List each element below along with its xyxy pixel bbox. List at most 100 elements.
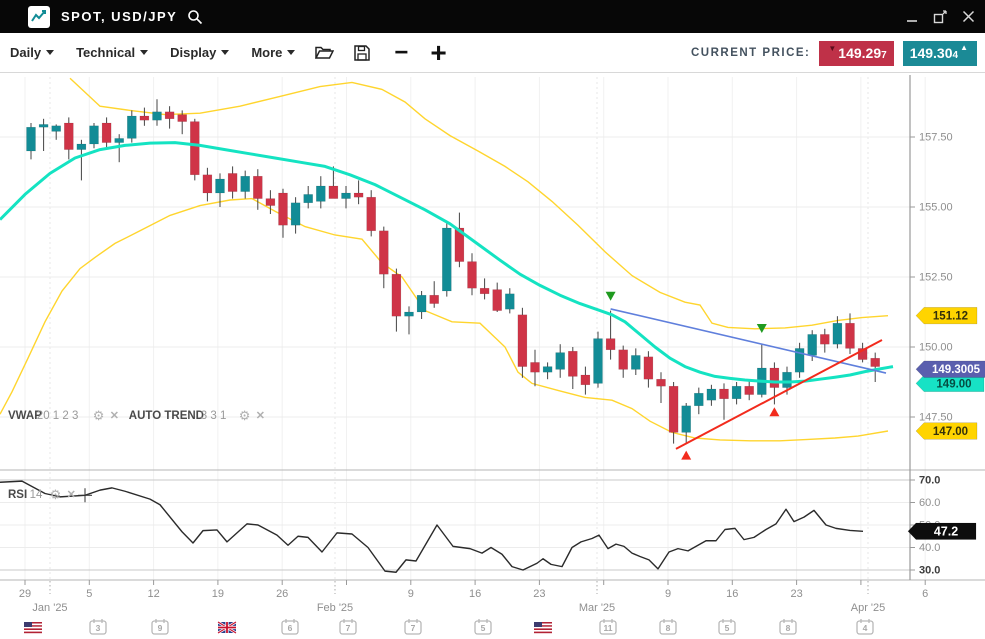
candle-bearish (769, 367, 780, 388)
band-value-badge (915, 422, 978, 440)
candle-bearish (517, 314, 528, 367)
candle-bearish (253, 175, 263, 199)
candle-bullish (807, 334, 817, 356)
minimize-button[interactable] (903, 8, 921, 26)
zoom-out-button[interactable]: − (394, 38, 409, 66)
candle-bearish (265, 198, 276, 206)
rsi-value-badge (907, 522, 977, 540)
calendar-event-icon[interactable] (281, 620, 299, 635)
candle-bearish (845, 322, 855, 349)
xaxis-day-label: 16 (726, 588, 738, 600)
us-flag-stripe (534, 622, 552, 624)
us-flag-stripe (24, 622, 42, 624)
candle-bearish (870, 357, 880, 367)
calendar-event-icon[interactable] (339, 620, 357, 635)
rsi-line (0, 480, 864, 573)
candle-bullish (215, 178, 225, 194)
swing-low-marker-icon (769, 407, 780, 417)
save-icon[interactable] (354, 44, 371, 61)
menu-more-label: More (251, 45, 283, 60)
xaxis-day-label: 6 (922, 588, 928, 600)
calendar-day-number: 6 (288, 623, 293, 633)
candle-bullish (442, 227, 452, 292)
candle-bearish (353, 192, 364, 198)
candle-bearish (580, 374, 591, 386)
calendar-event-icon[interactable] (404, 620, 422, 635)
price-axis-label: 157.50 (919, 132, 953, 144)
us-flag-stripe (534, 628, 552, 630)
rsi-axis-label: 60.0 (919, 497, 940, 509)
us-flag-icon[interactable] (24, 622, 32, 627)
us-flag-stripe (534, 630, 552, 632)
calendar-event-icon[interactable] (659, 620, 677, 635)
candle-bullish (794, 348, 805, 373)
xaxis-day-label: 23 (533, 588, 545, 600)
current-price-label: CURRENT PRICE: (690, 47, 811, 59)
swing-low-marker-icon (681, 450, 692, 460)
auto-trend-legend-params: 3 3 1 (201, 410, 227, 422)
candle-bullish (51, 125, 61, 132)
calendar-event-icon[interactable] (779, 620, 797, 635)
candle-bullish (706, 388, 717, 401)
xaxis-month-label: Feb '25 (317, 602, 353, 614)
us-flag-icon[interactable] (534, 622, 542, 627)
price-axis-label: 152.50 (919, 272, 953, 284)
candle-bullish (290, 202, 301, 226)
open-folder-icon[interactable] (315, 45, 335, 60)
bollinger-upper-band-line (69, 77, 889, 330)
price-axis-label: 147.50 (919, 412, 953, 424)
vwap-settings-gear-icon[interactable]: ⚙ (93, 408, 105, 423)
current-price-area: CURRENT PRICE: ▼ 149.29 7 149.30 4 ▲ (691, 33, 977, 73)
calendar-day-number: 9 (158, 623, 163, 633)
auto-trendline-support[interactable] (675, 339, 883, 450)
rsi-remove-icon[interactable]: ✕ (67, 489, 76, 501)
popout-button[interactable] (931, 8, 949, 26)
candle-bearish (492, 289, 502, 311)
rsi-legend-label: RSI (8, 489, 27, 501)
ask-price-badge: 149.30 4 ▲ (902, 40, 977, 66)
candle-bullish (555, 352, 565, 370)
calendar-event-icon[interactable] (474, 620, 492, 635)
candle-bullish (240, 175, 250, 192)
zoom-in-button[interactable]: + (430, 36, 447, 68)
candle-bullish (404, 311, 414, 317)
rsi-settings-gear-icon[interactable]: ⚙ (50, 487, 62, 502)
candle-bearish (820, 334, 830, 345)
candle-bearish (227, 173, 238, 192)
chart-background (0, 73, 985, 639)
vwap-remove-icon[interactable]: ✕ (110, 410, 119, 422)
candle-bearish (618, 349, 628, 370)
search-icon[interactable] (187, 9, 203, 25)
bid-price-badge: ▼ 149.29 7 (819, 40, 894, 66)
candle-bearish (379, 230, 389, 275)
calendar-event-icon[interactable] (718, 620, 736, 635)
price-chart[interactable]: 157.50155.00152.50150.00147.5070.060.050… (0, 73, 985, 639)
calendar-day-number: 7 (411, 623, 416, 633)
calendar-event-icon[interactable] (151, 620, 169, 635)
xaxis-month-label: Apr '25 (851, 602, 886, 614)
candle-bullish (542, 366, 553, 373)
menu-technical[interactable]: Technical (76, 45, 149, 60)
calendar-event-icon[interactable] (89, 620, 107, 635)
auto-trend-remove-icon[interactable]: ✕ (256, 410, 265, 422)
vwap-line (0, 141, 894, 384)
candle-bearish (605, 338, 616, 351)
rsi-value-badge-value: 47.2 (934, 524, 958, 538)
close-button[interactable] (959, 8, 977, 26)
us-flag-stripe (24, 630, 42, 632)
calendar-event-icon[interactable] (599, 620, 617, 635)
calendar-event-icon[interactable] (856, 620, 874, 635)
rsi-axis-label: 70.0 (919, 475, 940, 487)
auto-trend-settings-gear-icon[interactable]: ⚙ (239, 408, 251, 423)
calendar-day-number: 5 (481, 623, 486, 633)
menu-display-label: Display (170, 45, 217, 60)
menu-more[interactable]: More (251, 45, 296, 60)
menu-display[interactable]: Display (170, 45, 230, 60)
current-price-badge (915, 360, 985, 378)
candle-bullish (631, 355, 641, 370)
candle-bullish (832, 322, 843, 345)
menu-daily[interactable]: Daily (10, 45, 55, 60)
candle-bearish (454, 227, 465, 262)
menu-technical-label: Technical (76, 45, 136, 60)
